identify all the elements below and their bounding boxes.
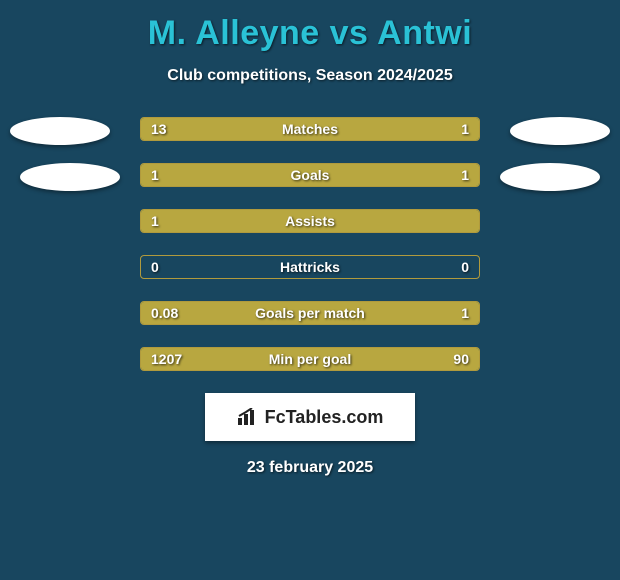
player-badge-right <box>510 117 610 145</box>
stat-label: Matches <box>141 118 479 140</box>
stat-label: Goals per match <box>141 302 479 324</box>
stat-row: 0.081Goals per match <box>140 301 480 325</box>
player-badge-right <box>500 163 600 191</box>
player-badge-left <box>20 163 120 191</box>
stat-label: Goals <box>141 164 479 186</box>
stat-label: Min per goal <box>141 348 479 370</box>
chart-icon <box>237 408 259 426</box>
stat-row: 120790Min per goal <box>140 347 480 371</box>
brand-logo[interactable]: FcTables.com <box>205 393 415 441</box>
page-subtitle: Club competitions, Season 2024/2025 <box>0 67 620 85</box>
comparison-chart: 131Matches 11Goals 1Assists 00Hattricks 0.08… <box>0 117 620 371</box>
player-badge-left <box>10 117 110 145</box>
stat-row: 11Goals <box>140 163 480 187</box>
stat-row: 1Assists <box>140 209 480 233</box>
stat-row: 131Matches <box>140 117 480 141</box>
date-text: 23 february 2025 <box>0 459 620 477</box>
stat-row: 00Hattricks <box>140 255 480 279</box>
page-title: M. Alleyne vs Antwi <box>0 0 620 53</box>
brand-text: FcTables.com <box>265 407 384 428</box>
stat-label: Hattricks <box>141 256 479 278</box>
stat-label: Assists <box>141 210 479 232</box>
